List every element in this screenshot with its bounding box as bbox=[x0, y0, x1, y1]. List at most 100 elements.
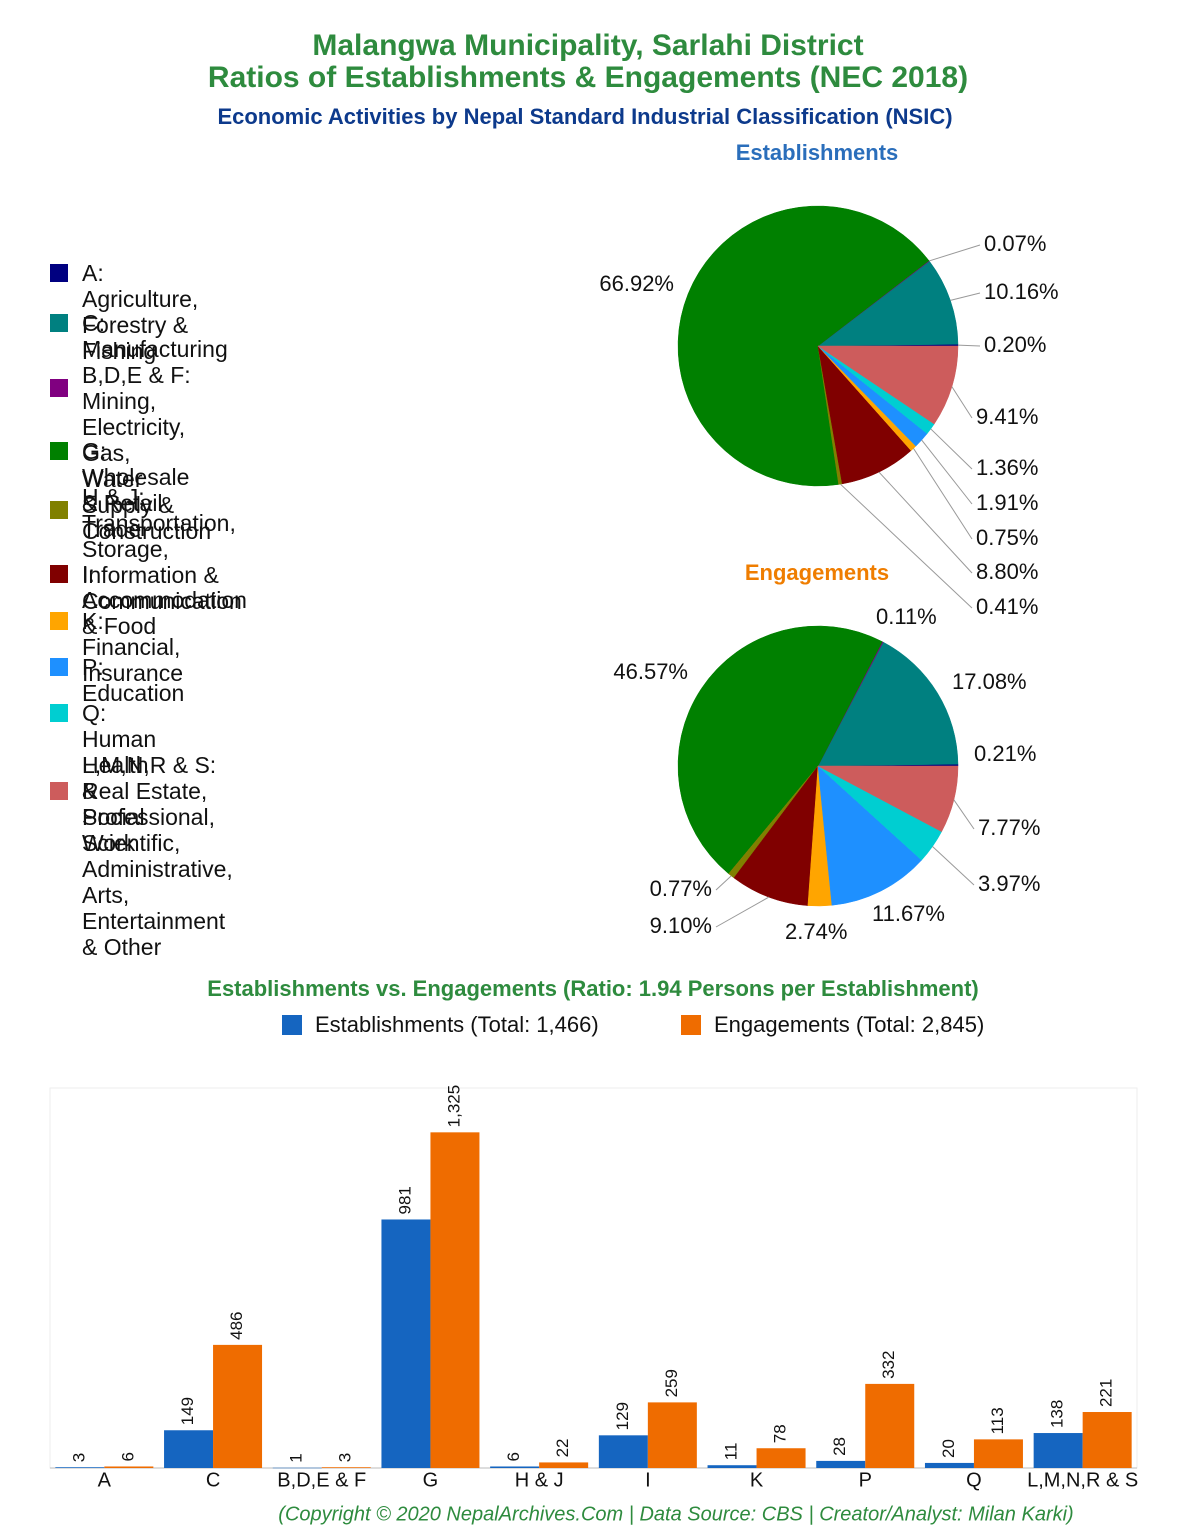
legend-label: Q: Human Health & Social Work bbox=[82, 700, 157, 856]
data-label: 259 bbox=[662, 1369, 681, 1397]
legend-swatch bbox=[50, 442, 68, 460]
leader-line bbox=[930, 428, 973, 470]
data-label: 129 bbox=[613, 1402, 632, 1430]
pie-label: 1.36% bbox=[976, 455, 1038, 480]
bar bbox=[707, 1465, 757, 1468]
subtitle: Economic Activities by Nepal Standard In… bbox=[217, 104, 952, 129]
x-tick-label: H & J bbox=[515, 1469, 564, 1491]
data-label: 20 bbox=[939, 1439, 958, 1458]
title: Malangwa Municipality, Sarlahi District bbox=[312, 29, 863, 62]
legend-label: H & J: Transportation, Storage, Informat… bbox=[82, 484, 242, 614]
x-tick-label: G bbox=[423, 1469, 439, 1491]
data-label: 28 bbox=[830, 1437, 849, 1456]
leader-line bbox=[840, 483, 973, 609]
pie-label: 1.91% bbox=[976, 490, 1038, 515]
leader-line bbox=[957, 344, 981, 347]
bar bbox=[973, 1439, 1023, 1468]
pie-slice bbox=[677, 625, 883, 875]
pie-slice bbox=[733, 765, 819, 906]
bar bbox=[1033, 1433, 1083, 1468]
leader-line bbox=[715, 896, 770, 928]
x-tick-label: A bbox=[98, 1469, 112, 1491]
pie-slice bbox=[817, 641, 959, 767]
data-label: 149 bbox=[178, 1397, 197, 1425]
bar bbox=[1082, 1412, 1132, 1468]
legend-swatch bbox=[50, 704, 68, 722]
pie-label: 0.11% bbox=[876, 604, 937, 629]
data-label: 486 bbox=[227, 1312, 246, 1340]
legend-swatch bbox=[50, 379, 68, 397]
title: Ratios of Establishments & Engagements (… bbox=[208, 61, 968, 94]
leader-line bbox=[913, 448, 973, 540]
bar bbox=[865, 1383, 915, 1468]
data-label: 3 bbox=[69, 1453, 88, 1462]
legend-swatch bbox=[282, 1015, 302, 1035]
legend-swatch bbox=[50, 314, 68, 332]
pie-label: 17.08% bbox=[952, 669, 1027, 694]
legend-swatch bbox=[50, 264, 68, 282]
bar bbox=[430, 1132, 480, 1468]
data-label: 78 bbox=[771, 1424, 790, 1443]
data-label: 6 bbox=[504, 1452, 523, 1461]
bar bbox=[272, 1467, 322, 1469]
leader-line bbox=[950, 292, 981, 301]
legend-label: C: Manufacturing bbox=[82, 310, 228, 362]
pie-label: 11.67% bbox=[872, 901, 945, 926]
leader-line bbox=[951, 386, 973, 419]
leader-line bbox=[929, 244, 981, 262]
legend-swatch bbox=[50, 658, 68, 676]
legend-label: Establishments (Total: 1,466) bbox=[315, 1012, 599, 1037]
pie-label: 2.74% bbox=[785, 919, 847, 944]
pie-label: 9.10% bbox=[650, 913, 712, 938]
x-tick-label: Q bbox=[966, 1469, 982, 1491]
pie-label: 0.07% bbox=[984, 231, 1046, 256]
bar bbox=[213, 1344, 263, 1468]
legend-swatch bbox=[50, 501, 68, 519]
pie-label: 66.92% bbox=[599, 271, 674, 296]
x-tick-label: B,D,E & F bbox=[277, 1469, 366, 1491]
data-label: 11 bbox=[722, 1443, 741, 1461]
data-label: 6 bbox=[118, 1452, 137, 1461]
bar-title: Establishments vs. Engagements (Ratio: 1… bbox=[207, 976, 978, 1001]
bar bbox=[55, 1467, 105, 1468]
pie-slice bbox=[817, 765, 959, 833]
data-label: 22 bbox=[553, 1439, 572, 1458]
bar bbox=[164, 1430, 214, 1468]
legend-swatch bbox=[681, 1015, 701, 1035]
bar bbox=[321, 1467, 371, 1468]
legend-swatch bbox=[50, 565, 68, 583]
bar bbox=[816, 1460, 866, 1468]
bar bbox=[924, 1462, 974, 1468]
legend-label: I: Accommodation & Food bbox=[82, 561, 247, 639]
pie-label: 46.57% bbox=[613, 659, 688, 684]
legend-label: K: Financial, Insurance bbox=[82, 608, 184, 686]
x-tick-label: I bbox=[645, 1469, 651, 1491]
bar bbox=[539, 1462, 589, 1468]
x-tick-label: K bbox=[750, 1469, 764, 1491]
legend-swatch bbox=[50, 782, 68, 800]
pie-title: Engagements bbox=[745, 560, 889, 585]
data-label: 1 bbox=[287, 1453, 306, 1462]
pie-label: 3.97% bbox=[978, 871, 1040, 896]
data-label: 332 bbox=[879, 1351, 898, 1379]
bar bbox=[598, 1435, 648, 1468]
leader-line bbox=[715, 875, 732, 891]
legend-label: L,M,N,R & S: Real Estate, Professional, … bbox=[82, 752, 233, 960]
leader-line bbox=[953, 799, 975, 830]
pie-label: 0.21% bbox=[974, 741, 1036, 766]
legend-label: A: Agriculture, Forestry & Fishing bbox=[82, 260, 199, 364]
pie-label: 0.75% bbox=[976, 525, 1038, 550]
pie-slice bbox=[817, 765, 922, 906]
pie-label: 0.41% bbox=[976, 594, 1038, 619]
x-tick-label: C bbox=[206, 1469, 220, 1491]
pie-label: 9.41% bbox=[976, 404, 1038, 429]
x-tick-label: L,M,N,R & S bbox=[1027, 1469, 1138, 1491]
legend-label: Engagements (Total: 2,845) bbox=[714, 1012, 984, 1037]
data-label: 113 bbox=[988, 1407, 1007, 1434]
leader-line bbox=[878, 471, 973, 574]
pie-label: 7.77% bbox=[978, 815, 1040, 840]
legend-swatch bbox=[50, 612, 68, 630]
bar bbox=[647, 1402, 697, 1468]
